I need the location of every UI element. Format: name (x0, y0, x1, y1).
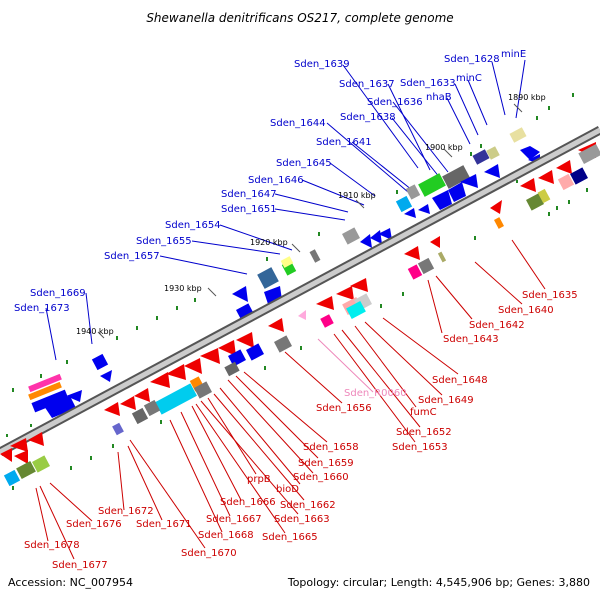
gene-label-sden-1672[interactable]: Sden_1672 (98, 506, 154, 517)
gene-label-sden-1659[interactable]: Sden_1659 (298, 458, 354, 469)
gene-label-sden-1658[interactable]: Sden_1658 (303, 442, 359, 453)
gene-label-sden-1636[interactable]: Sden_1636 (367, 97, 423, 108)
gene-label-sden-1637[interactable]: Sden_1637 (339, 79, 395, 90)
gene-label-sden-1662[interactable]: Sden_1662 (280, 500, 336, 511)
gene-label-sden-r0060[interactable]: Sden_R0060 (344, 388, 407, 399)
topology-text: Topology: circular; Length: 4,545,906 bp… (287, 576, 590, 589)
kbp-label-1940: 1940 kbp (76, 327, 114, 336)
gene-label-sden-1667[interactable]: Sden_1667 (206, 514, 262, 525)
gene-label-sden-1649[interactable]: Sden_1649 (418, 395, 474, 406)
forward-leader-lines (45, 59, 526, 361)
gene-label-minC[interactable]: minC (456, 73, 482, 84)
gene-label-sden-1639[interactable]: Sden_1639 (294, 59, 350, 70)
gene-label-sden-1657[interactable]: Sden_1657 (104, 251, 160, 262)
gene-label-sden-1669[interactable]: Sden_1669 (30, 288, 86, 299)
gene-label-sden-1633[interactable]: Sden_1633 (400, 78, 456, 89)
gene-label-sden-1660[interactable]: Sden_1660 (293, 472, 349, 483)
gene-label-sden-1635[interactable]: Sden_1635 (522, 290, 578, 301)
gene-label-prpB[interactable]: prpB (247, 474, 271, 485)
gene-label-sden-1668[interactable]: Sden_1668 (198, 530, 254, 541)
gene-label-sden-1656[interactable]: Sden_1656 (316, 403, 372, 414)
kbp-label-1910: 1910 kbp (338, 191, 376, 200)
gene-label-bioD[interactable]: bioD (276, 484, 299, 495)
gene-label-sden-1673[interactable]: Sden_1673 (14, 303, 70, 314)
forward-gene-labels: minE Sden_1628 minC Sden_1633 nhaB Sden_… (14, 49, 526, 314)
gene-label-fumC[interactable]: fumC (410, 407, 437, 418)
gene-label-sden-1677[interactable]: Sden_1677 (52, 560, 108, 571)
gene-label-sden-1644[interactable]: Sden_1644 (270, 118, 326, 129)
gene-label-sden-1646[interactable]: Sden_1646 (248, 175, 304, 186)
kbp-label-1920: 1920 kbp (250, 238, 288, 247)
gene-label-sden-1670[interactable]: Sden_1670 (181, 548, 237, 559)
gene-label-sden-1666[interactable]: Sden_1666 (220, 497, 276, 508)
gene-label-sden-1671[interactable]: Sden_1671 (136, 519, 192, 530)
gene-label-sden-1654[interactable]: Sden_1654 (165, 220, 221, 231)
gene-label-sden-1640[interactable]: Sden_1640 (498, 305, 554, 316)
gene-label-nhaB[interactable]: nhaB (426, 92, 452, 103)
reverse-leader-lines (35, 239, 546, 560)
gene-label-sden-1652[interactable]: Sden_1652 (396, 427, 452, 438)
gene-label-sden-1643[interactable]: Sden_1643 (443, 334, 499, 345)
gene-label-sden-1676[interactable]: Sden_1676 (66, 519, 122, 530)
gene-label-sden-1663[interactable]: Sden_1663 (274, 514, 330, 525)
map-title: Shewanella denitrificans OS217, complete… (146, 11, 453, 25)
pseudo-leader-line (317, 338, 374, 393)
gene-label-sden-1665[interactable]: Sden_1665 (262, 532, 318, 543)
gene-label-sden-1653[interactable]: Sden_1653 (392, 442, 448, 453)
gene-label-sden-1655[interactable]: Sden_1655 (136, 236, 192, 247)
gene-label-sden-1628[interactable]: Sden_1628 (444, 54, 500, 65)
gene-label-sden-1645[interactable]: Sden_1645 (276, 158, 332, 169)
kbp-label-1890: 1890 kbp (508, 93, 546, 102)
gene-label-sden-1651[interactable]: Sden_1651 (221, 204, 277, 215)
reverse-gene-labels: Sden_1635 Sden_1640 Sden_1642 Sden_1643 … (24, 290, 578, 571)
gene-label-sden-1638[interactable]: Sden_1638 (340, 112, 396, 123)
kbp-ticks (97, 103, 523, 339)
genome-backbone (0, 126, 600, 456)
gene-label-sden-1641[interactable]: Sden_1641 (316, 137, 372, 148)
gene-label-minE[interactable]: minE (501, 49, 526, 60)
gene-label-sden-1642[interactable]: Sden_1642 (469, 320, 525, 331)
gene-label-sden-1678[interactable]: Sden_1678 (24, 540, 80, 551)
kbp-label-1930: 1930 kbp (164, 284, 202, 293)
gene-label-sden-1647[interactable]: Sden_1647 (221, 189, 277, 200)
reverse-gene-boxes (0, 142, 600, 487)
accession-text: Accession: NC_007954 (8, 576, 133, 589)
kbp-label-1900: 1900 kbp (425, 143, 463, 152)
gene-label-sden-1648[interactable]: Sden_1648 (432, 375, 488, 386)
forward-gene-boxes (28, 127, 540, 418)
